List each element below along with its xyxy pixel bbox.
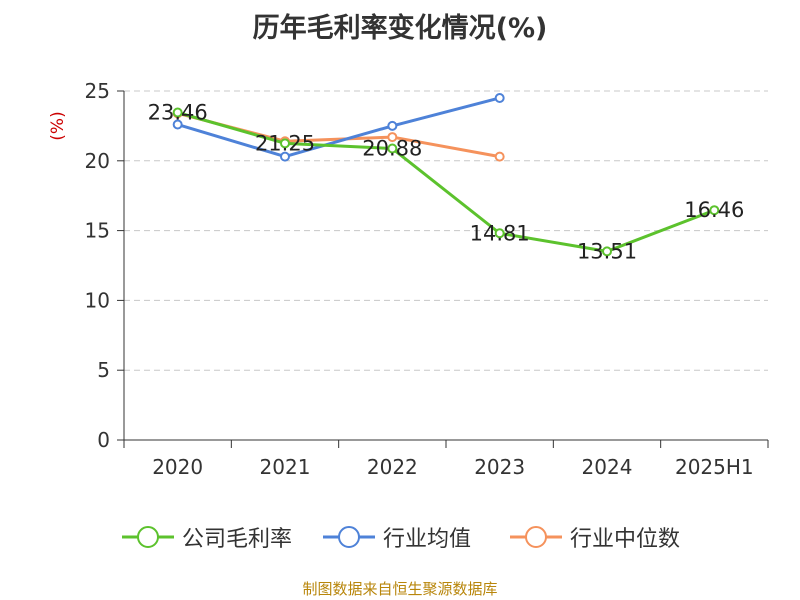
data-labels: 23.46 21.25 20.88 14.81 13.51 16.46	[148, 100, 745, 263]
line-chart: 0 5 10 15 20 25 2020 2021 2022 2023 2024 2025H1 23.…	[48, 79, 769, 479]
x-tick-label: 2024	[582, 455, 633, 479]
legend-item[interactable]: 行业中位数	[510, 517, 680, 557]
grid-lines	[124, 90, 768, 371]
source-note: 制图数据来自恒生聚源数据库	[302, 580, 498, 598]
data-point	[172, 107, 183, 118]
series-line	[177, 96, 501, 159]
x-tick-label: 2023	[474, 455, 525, 479]
y-axis-label: (%)	[48, 111, 68, 140]
data-point	[280, 138, 290, 149]
series-lines	[172, 92, 720, 257]
data-point	[494, 151, 505, 162]
data-point	[172, 119, 183, 130]
data-label: 20.88	[362, 137, 422, 161]
y-tick-label: 10	[85, 288, 110, 312]
data-label: 23.46	[148, 100, 208, 124]
series-line	[177, 111, 715, 253]
legend-marker-icon	[510, 526, 562, 548]
legend-label: 行业中位数	[570, 527, 681, 552]
legend-item[interactable]: 行业均值	[323, 517, 471, 557]
axes: 0 5 10 15 20 25 2020 2021 2022 2023 2024 2025H1	[85, 79, 769, 479]
data-point	[280, 151, 290, 162]
data-point	[387, 120, 398, 131]
data-label: 13.51	[577, 239, 637, 263]
legend: 公司毛利率 行业均值 行业中位数	[0, 517, 800, 557]
y-tick-label: 0	[97, 428, 110, 452]
legend-marker-icon	[122, 526, 174, 548]
y-tick-label: 20	[85, 149, 110, 173]
x-tick-label: 2021	[260, 455, 311, 479]
data-point	[387, 132, 398, 143]
chart-title: 历年毛利率变化情况(%)	[252, 13, 548, 44]
legend-marker-icon	[323, 526, 375, 548]
legend-item[interactable]: 公司毛利率	[122, 517, 292, 557]
y-tick-label: 25	[85, 79, 110, 103]
y-tick-label: 15	[85, 219, 110, 243]
x-tick-label: 2020	[152, 455, 203, 479]
data-label: 16.46	[684, 198, 744, 222]
legend-label: 行业均值	[383, 527, 472, 552]
y-tick-label: 5	[97, 358, 110, 382]
legend-label: 公司毛利率	[182, 527, 293, 552]
data-point	[602, 246, 612, 257]
data-point	[494, 228, 505, 239]
x-tick-label: 2022	[367, 455, 418, 479]
data-label: 14.81	[470, 221, 530, 245]
data-point	[387, 143, 398, 154]
data-point	[494, 92, 505, 103]
series-line	[177, 111, 500, 159]
data-point	[709, 205, 720, 216]
x-tick-label: 2025H1	[675, 455, 754, 479]
data-label: 21.25	[255, 131, 315, 155]
